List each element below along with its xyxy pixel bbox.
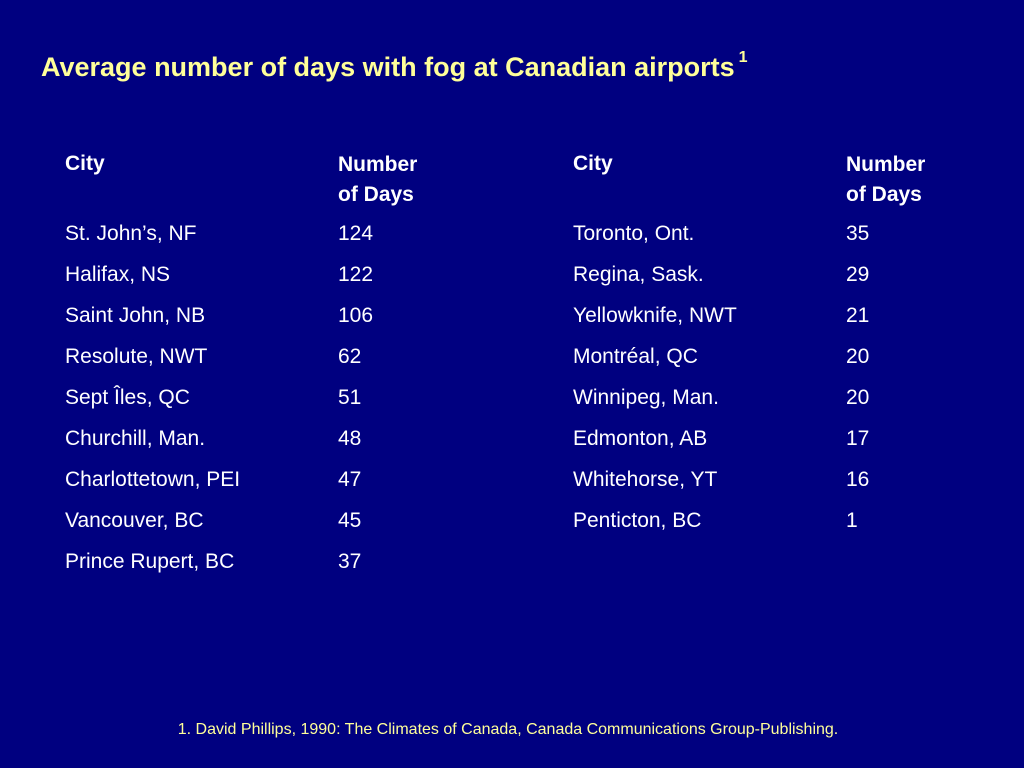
days-cell: 51 xyxy=(338,386,362,409)
days-cell: 35 xyxy=(846,222,870,245)
city-cell: Winnipeg, Man. xyxy=(573,386,719,409)
city-cell: Sept Îles, QC xyxy=(65,386,190,409)
slide-title-text: Average number of days with fog at Canad… xyxy=(41,52,735,82)
city-cell: Toronto, Ont. xyxy=(573,222,695,245)
table-row: Whitehorse, YT 16 xyxy=(573,468,925,509)
table-row: Toronto, Ont. 35 xyxy=(573,222,925,263)
table-row: Charlottetown, PEI 47 xyxy=(65,468,417,509)
table-header: City Number of Days xyxy=(573,150,925,222)
header-days-line1: Number xyxy=(338,153,418,176)
table-row: Halifax, NS 122 xyxy=(65,263,417,304)
city-cell: Montréal, QC xyxy=(573,345,698,368)
header-city: City xyxy=(573,152,613,175)
city-cell: Saint John, NB xyxy=(65,304,206,327)
header-days: Number of Days xyxy=(338,150,417,222)
city-cell: Regina, Sask. xyxy=(573,263,704,286)
source-footnote: 1. David Phillips, 1990: The Climates of… xyxy=(177,721,839,738)
days-cell: 62 xyxy=(338,345,362,368)
city-cell: Halifax, NS xyxy=(65,263,171,286)
header-days-line1: Number xyxy=(846,153,926,176)
header-days-line2: of Days xyxy=(338,183,414,206)
table-row: Winnipeg, Man. 20 xyxy=(573,386,925,427)
table-row: Saint John, NB 106 xyxy=(65,304,417,345)
table-header: City Number of Days xyxy=(65,150,417,222)
city-cell: Resolute, NWT xyxy=(65,345,208,368)
table-body: Toronto, Ont. 35 Regina, Sask. 29 Yellowknif… xyxy=(573,222,925,550)
days-cell: 17 xyxy=(846,427,870,450)
city-cell: Edmonton, AB xyxy=(573,427,708,450)
header-days: Number of Days xyxy=(846,150,925,222)
city-cell: Prince Rupert, BC xyxy=(65,550,235,573)
table-row: Sept Îles, QC 51 xyxy=(65,386,417,427)
days-cell: 20 xyxy=(846,345,870,368)
table-row: Yellowknife, NWT 21 xyxy=(573,304,925,345)
city-cell: Vancouver, BC xyxy=(65,509,204,532)
table-row: Edmonton, AB 17 xyxy=(573,427,925,468)
fog-table-right: City Number of Days Toronto, Ont. 35 Regin… xyxy=(573,150,925,550)
table-row: Churchill, Man. 48 xyxy=(65,427,417,468)
header-city: City xyxy=(65,152,105,175)
slide-title: Average number of days with fog at Canad… xyxy=(41,49,748,83)
days-cell: 21 xyxy=(846,304,870,327)
fog-table-left: City Number of Days St. John’s, NF 124 Hal… xyxy=(65,150,417,591)
days-cell: 37 xyxy=(338,550,362,573)
days-cell: 106 xyxy=(338,304,374,327)
days-cell: 122 xyxy=(338,263,374,286)
header-days-line2: of Days xyxy=(846,183,922,206)
days-cell: 1 xyxy=(846,509,858,532)
city-cell: St. John’s, NF xyxy=(65,222,197,245)
days-cell: 47 xyxy=(338,468,362,491)
city-cell: Charlottetown, PEI xyxy=(65,468,241,491)
days-cell: 29 xyxy=(846,263,870,286)
days-cell: 124 xyxy=(338,222,374,245)
city-cell: Penticton, BC xyxy=(573,509,702,532)
days-cell: 20 xyxy=(846,386,870,409)
days-cell: 16 xyxy=(846,468,870,491)
days-cell: 48 xyxy=(338,427,362,450)
table-row: Penticton, BC 1 xyxy=(573,509,925,550)
table-row: Prince Rupert, BC 37 xyxy=(65,550,417,591)
table-row: Vancouver, BC 45 xyxy=(65,509,417,550)
table-body: St. John’s, NF 124 Halifax, NS 122 Saint Joh… xyxy=(65,222,417,591)
days-cell: 45 xyxy=(338,509,362,532)
table-row: Regina, Sask. 29 xyxy=(573,263,925,304)
footnote-marker: 1 xyxy=(738,49,748,66)
city-cell: Yellowknife, NWT xyxy=(573,304,737,327)
table-row: Montréal, QC 20 xyxy=(573,345,925,386)
table-row: Resolute, NWT 62 xyxy=(65,345,417,386)
city-cell: Whitehorse, YT xyxy=(573,468,718,491)
city-cell: Churchill, Man. xyxy=(65,427,206,450)
table-row: St. John’s, NF 124 xyxy=(65,222,417,263)
